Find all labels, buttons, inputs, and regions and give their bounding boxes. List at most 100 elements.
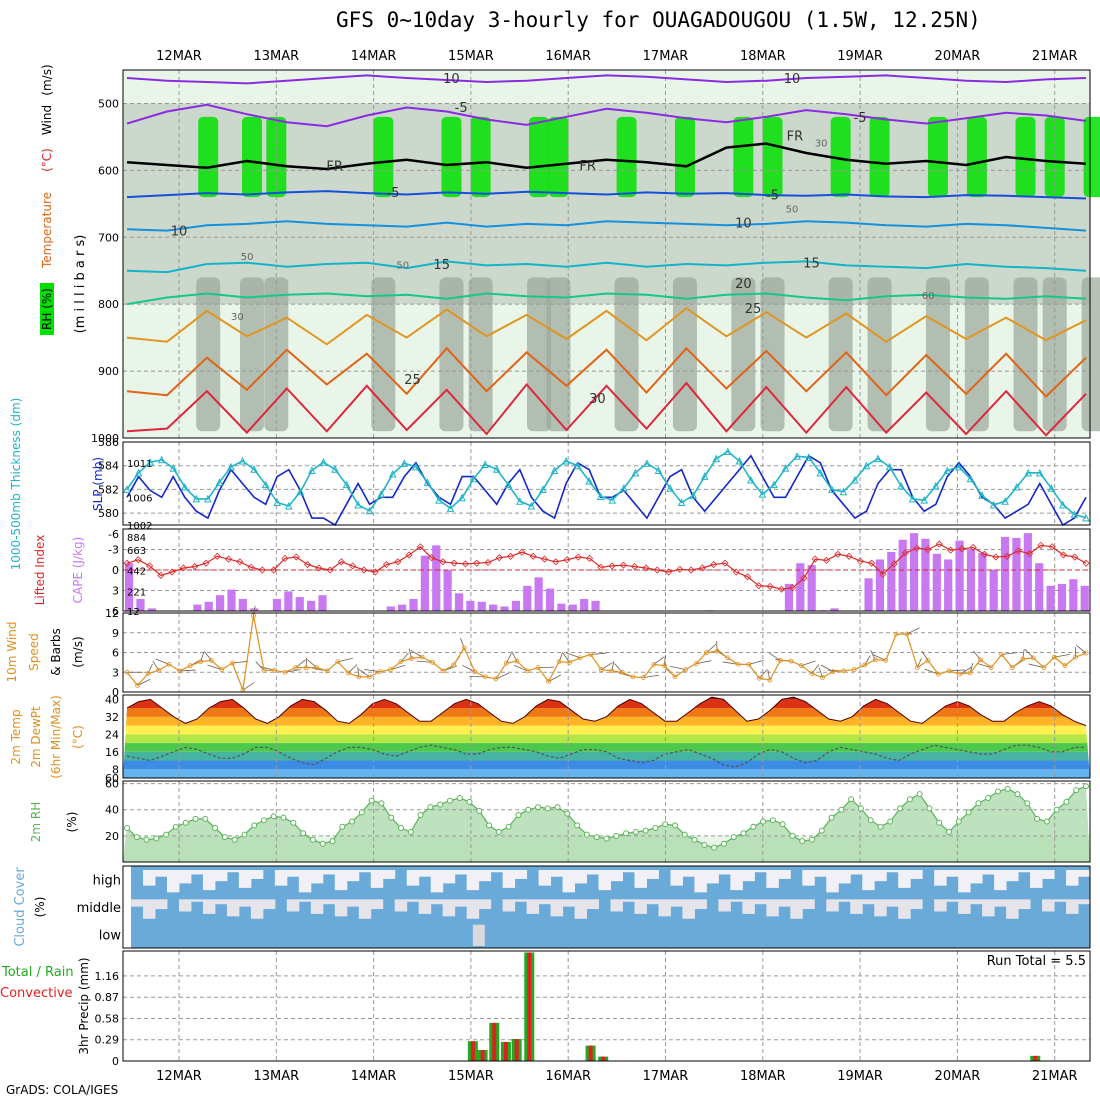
rh-point	[280, 814, 287, 821]
rh-point	[632, 828, 639, 835]
wind-barb	[232, 660, 249, 664]
thickness-point	[666, 484, 674, 492]
isotherm-label: -5	[387, 186, 400, 201]
cloud-panel: high middle low Cloud Cover (%)	[13, 865, 1091, 949]
wind-point	[314, 665, 320, 671]
isotherm--5	[126, 103, 1087, 128]
rh-label: 50	[396, 261, 409, 272]
thickness-point	[180, 482, 189, 491]
precip-convective-bar	[514, 1039, 519, 1061]
rh-point	[1053, 806, 1060, 813]
wind-point	[451, 662, 457, 668]
panel-frame	[122, 612, 1091, 693]
rh-point	[1063, 798, 1070, 805]
cloud-middle-gap	[1006, 899, 1019, 919]
tick-label: 582	[98, 483, 119, 496]
wind-point	[166, 661, 172, 667]
rh-point	[701, 842, 708, 849]
date-label-bottom: 18MAR	[740, 1069, 786, 1084]
temp-band	[123, 708, 1090, 717]
wind-barb	[924, 668, 939, 675]
cape-bar	[318, 595, 327, 611]
wind-barb	[207, 664, 222, 670]
thickness-point	[458, 493, 466, 502]
tick-label: 600	[98, 164, 119, 177]
precip-convective-bar	[503, 1041, 508, 1061]
tick-label: 0.29	[95, 1034, 120, 1047]
rh-point	[769, 817, 776, 824]
lifted-point	[315, 564, 323, 572]
tick-label: 9	[112, 627, 119, 640]
isotherm-label: 10	[443, 72, 460, 87]
lifted-point	[1048, 543, 1056, 551]
lifted-point	[439, 558, 447, 566]
cape-bar	[796, 563, 805, 611]
panel-frame	[122, 441, 1091, 526]
rh-point	[407, 828, 414, 835]
cloud-middle-gap	[670, 899, 683, 907]
wind-barb	[722, 661, 739, 665]
lifted-point	[349, 562, 357, 570]
thickness-point	[331, 465, 339, 473]
rh-green-patch	[548, 116, 569, 198]
thickness-point	[354, 500, 362, 509]
cape-bar	[944, 559, 953, 611]
lifted-point	[969, 543, 977, 552]
axis-label: (m/s)	[40, 64, 54, 95]
rh-point	[437, 801, 444, 808]
rh-point	[593, 834, 600, 841]
rh-point	[711, 844, 718, 851]
panel-frame	[122, 865, 1091, 949]
lifted-point	[834, 550, 842, 558]
temp-band	[123, 725, 1090, 735]
precip-convective-bar	[480, 1050, 485, 1061]
rh-point	[456, 794, 463, 801]
cape-bar	[193, 604, 202, 611]
rh-label: 50	[786, 205, 799, 216]
rh-point	[486, 822, 493, 829]
rh-green-patch	[830, 116, 851, 198]
rh-point	[124, 825, 130, 832]
wind-point	[1030, 655, 1036, 661]
rh-green-patch	[470, 116, 491, 198]
cape-bar	[568, 604, 577, 611]
lifted-point	[642, 564, 650, 572]
thickness-point	[377, 490, 386, 498]
tick-label: 584	[98, 460, 119, 473]
wind-point	[208, 658, 214, 663]
rh-point	[1004, 785, 1011, 792]
rh-point	[955, 818, 962, 825]
tick-label: 0	[112, 564, 119, 577]
date-axis: 12MAR 12MAR 13MAR 13MAR 14MAR 14MAR 15MAR 15MAR…	[156, 49, 1077, 1084]
lifted-point	[597, 563, 605, 571]
cloud-high-gap	[610, 870, 623, 882]
wind-point	[841, 668, 847, 674]
rh-point	[1014, 791, 1021, 798]
rh-point	[378, 800, 385, 807]
cape-bar	[887, 551, 896, 611]
rh-point	[583, 831, 590, 838]
axis-label: (%)	[33, 897, 47, 918]
rh-point	[349, 818, 356, 825]
cloud-high-gap	[274, 870, 288, 886]
lifted-point	[687, 566, 695, 574]
rh-point	[652, 825, 659, 832]
thickness-point	[192, 494, 201, 503]
slp-tick-label: 1002	[127, 521, 152, 532]
thickness-point	[596, 492, 605, 501]
cape-bar	[409, 598, 418, 611]
axis-label: SLP (mb)	[91, 457, 105, 511]
cloud-middle-gap	[910, 899, 923, 910]
tick-label: 32	[105, 711, 119, 724]
cape-bar	[443, 569, 452, 611]
lifted-point	[992, 553, 1000, 561]
rh-point	[867, 817, 874, 824]
series-lifted-index	[126, 543, 1087, 590]
rh-point	[446, 797, 453, 804]
precip-convective-bar	[1033, 1055, 1038, 1061]
cloud-high-gap	[718, 870, 731, 875]
rh-point	[544, 805, 551, 812]
tick-label: 700	[98, 231, 119, 244]
axis-label: 10m Wind	[5, 622, 19, 683]
cloud-middle-gap	[142, 899, 156, 919]
